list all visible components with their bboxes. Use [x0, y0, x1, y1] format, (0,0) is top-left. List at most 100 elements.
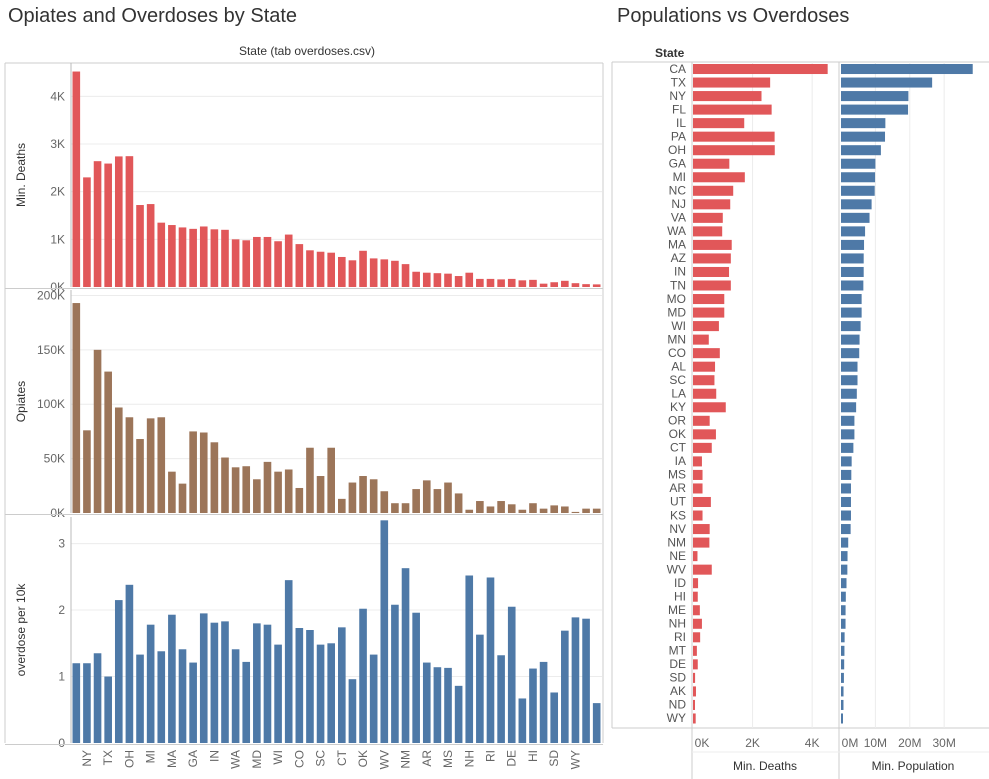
state-deaths-bar [693, 361, 716, 372]
opiates-ytick-label: 100K [37, 397, 65, 411]
opiates-ytick-label: 150K [37, 343, 65, 357]
state-label: RI [674, 630, 686, 644]
state-xtick-label: GA [186, 750, 200, 767]
state-label: NJ [671, 197, 686, 211]
opiates-bar [529, 503, 537, 513]
opiates-bar [242, 466, 251, 513]
opiates-bar [178, 483, 187, 513]
opiates-ytick-label: 50K [44, 452, 65, 466]
state-population-bar [841, 334, 860, 345]
opiates-ytick-label: 200K [37, 288, 65, 302]
state-label: AZ [671, 251, 686, 265]
state-population-bar [841, 672, 844, 683]
state-label: MO [667, 292, 686, 306]
state-xtick-label: RI [483, 750, 497, 762]
opiates-bar [412, 489, 420, 513]
state-population-bar [841, 158, 876, 169]
state-label: WV [667, 562, 686, 576]
deaths-bar [263, 236, 272, 287]
state-label: NE [669, 549, 686, 563]
state-label: GA [669, 156, 686, 170]
deaths-bar [284, 234, 293, 287]
state-xtick-label: WV [377, 750, 391, 769]
state-population-bar [841, 605, 846, 616]
overdose-rate-bar [253, 623, 261, 743]
state-xtick-label: NY [80, 750, 94, 767]
deaths-bar [444, 273, 452, 287]
opiates-bar [454, 493, 463, 513]
deaths-bar [359, 250, 367, 287]
state-deaths-bar [693, 402, 726, 413]
overdose-rate-bar [114, 600, 123, 743]
overdose-rate-bar [210, 622, 219, 743]
opiates-bar [263, 461, 272, 513]
state-population-bar [841, 294, 862, 305]
overdose-rate-bar [454, 685, 463, 743]
overdose-rate-bar [327, 643, 335, 743]
deaths-bar [168, 225, 176, 287]
state-label: MN [667, 332, 686, 346]
state-label: PA [671, 129, 686, 143]
state-population-xtick-label: 0M [842, 736, 859, 750]
opiates-bar [550, 505, 559, 513]
state-xtick-label: WI [271, 750, 285, 765]
opiates-bar [433, 489, 442, 513]
deaths-bar [348, 260, 357, 287]
overdose-rate-bar [412, 612, 420, 743]
overdose-rate-bar [221, 621, 229, 743]
deaths-bar [529, 279, 537, 287]
opiates-bar [231, 467, 240, 513]
overdose-rate-bar [561, 630, 569, 743]
state-deaths-bar [693, 524, 710, 535]
deaths-bar [199, 226, 208, 287]
overdose-rate-bar [433, 667, 442, 743]
state-label: IL [676, 116, 686, 130]
deaths-bar [253, 236, 261, 287]
state-label: ID [674, 576, 686, 590]
state-deaths-bar [693, 537, 710, 548]
deaths-bar [465, 272, 474, 287]
overdose-rate-bar [83, 663, 91, 743]
overdose-rate-bar [263, 624, 272, 743]
state-deaths-bar [693, 429, 716, 440]
state-population-bar [841, 524, 851, 535]
opiates-bar [507, 504, 516, 513]
opiates-bar [114, 407, 123, 513]
overdose-rate-ytick-label: 1 [58, 670, 65, 684]
state-label: LA [671, 387, 686, 401]
opiates-bar [497, 501, 505, 513]
opiates-bar [83, 430, 91, 513]
state-population-bar [841, 496, 851, 508]
state-deaths-bar [693, 564, 712, 575]
deaths-bar [178, 227, 187, 287]
state-label: IA [675, 454, 686, 468]
state-xtick-label: OH [122, 750, 136, 768]
state-label: NV [669, 522, 686, 536]
opiates-bar [284, 469, 293, 513]
state-deaths-bar [693, 239, 732, 250]
opiates-bar [327, 447, 335, 513]
state-population-axis-title: Min. Population [872, 759, 955, 773]
deaths-bar [295, 244, 304, 287]
overdose-rate-bar [518, 698, 527, 743]
state-label: SD [669, 671, 686, 685]
state-label: IN [674, 265, 686, 279]
state-deaths-bar [693, 483, 703, 494]
state-deaths-xtick-label: 4K [805, 736, 820, 750]
overdose-rate-bar [486, 577, 495, 743]
state-deaths-bar [693, 185, 734, 196]
deaths-bar [391, 260, 399, 287]
opiates-bar [136, 439, 144, 513]
opiates-bar [592, 508, 601, 513]
deaths-bar [422, 272, 431, 287]
overdose-rate-bar [539, 661, 548, 743]
state-deaths-bar [693, 699, 695, 710]
state-xtick-label: MA [165, 750, 179, 768]
left-chart-title: Opiates and Overdoses by State [8, 5, 298, 27]
opiates-bar [189, 431, 197, 513]
state-deaths-bar [693, 212, 723, 223]
state-deaths-bar [693, 686, 696, 697]
state-population-bar [841, 699, 844, 710]
deaths-bar [231, 239, 240, 287]
state-population-bar [841, 145, 881, 156]
